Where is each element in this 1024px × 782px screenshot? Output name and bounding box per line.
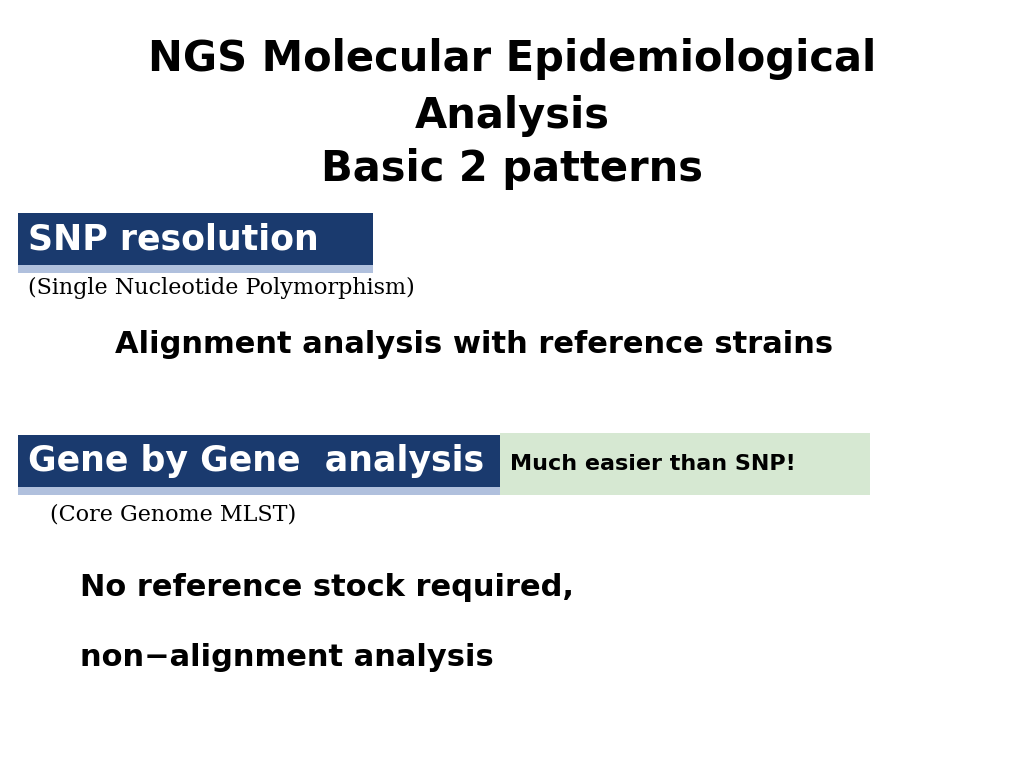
Text: No reference stock required,: No reference stock required, (80, 573, 574, 602)
Text: Gene by Gene  analysis: Gene by Gene analysis (28, 444, 484, 478)
Text: Much easier than SNP!: Much easier than SNP! (510, 454, 796, 474)
Text: Basic 2 patterns: Basic 2 patterns (321, 148, 703, 190)
FancyBboxPatch shape (18, 213, 373, 265)
Text: NGS Molecular Epidemiological: NGS Molecular Epidemiological (147, 38, 877, 80)
Text: SNP resolution: SNP resolution (28, 222, 318, 256)
FancyBboxPatch shape (500, 433, 870, 495)
Text: Alignment analysis with reference strains: Alignment analysis with reference strain… (115, 330, 834, 359)
FancyBboxPatch shape (18, 487, 548, 495)
FancyBboxPatch shape (18, 435, 548, 487)
Text: Analysis: Analysis (415, 95, 609, 137)
Text: (Core Genome MLST): (Core Genome MLST) (50, 503, 296, 525)
Text: non−alignment analysis: non−alignment analysis (80, 643, 494, 672)
Text: (Single Nucleotide Polymorphism): (Single Nucleotide Polymorphism) (28, 277, 415, 299)
FancyBboxPatch shape (18, 265, 373, 273)
